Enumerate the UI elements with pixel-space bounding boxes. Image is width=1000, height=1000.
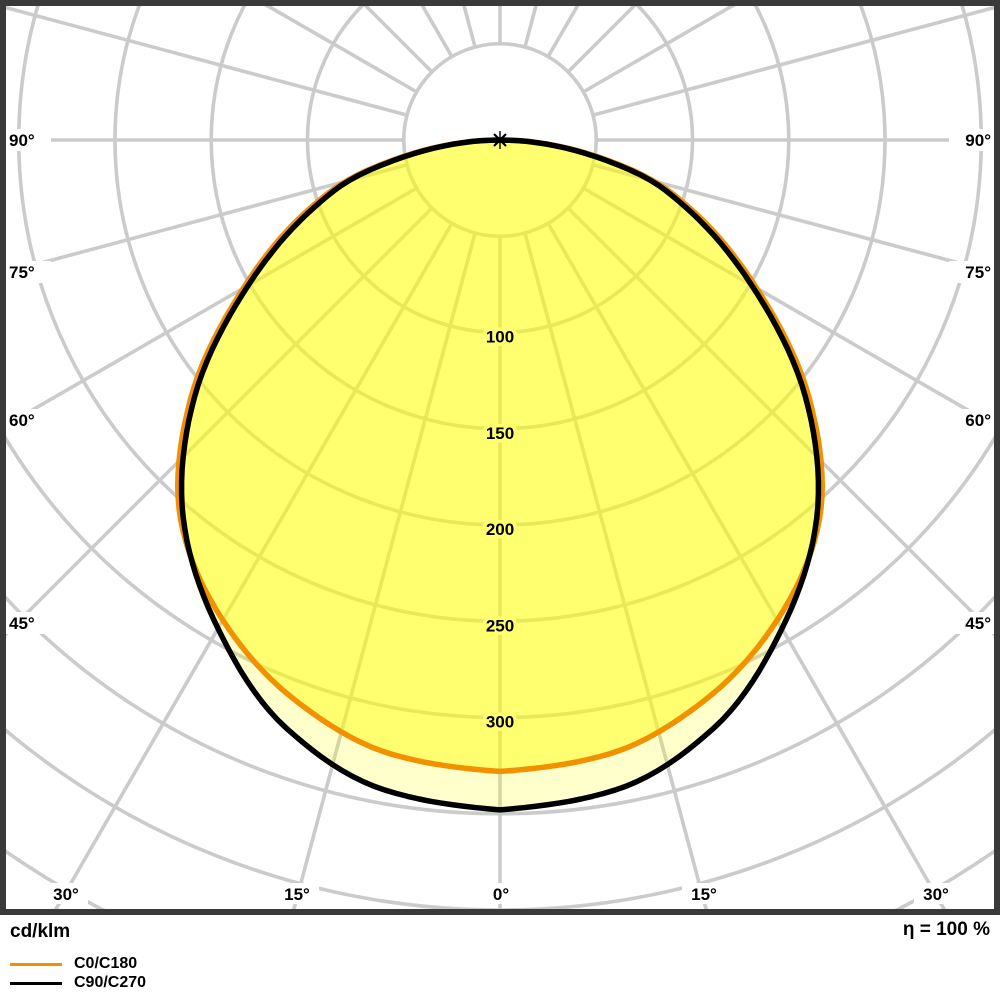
- label-knockout: [6, 261, 51, 283]
- radial-tick-label: 100: [486, 328, 514, 347]
- label-knockout: [275, 883, 319, 904]
- angle-label-right: 45°: [965, 614, 991, 633]
- grid-ray: [53, 222, 454, 909]
- grid-ray: [6, 186, 418, 428]
- center-marker-icon: [493, 131, 507, 149]
- label-knockout: [479, 883, 523, 904]
- grid-ray: [582, 186, 994, 428]
- angle-label-left: 45°: [9, 614, 35, 633]
- label-knockout: [949, 129, 994, 151]
- fill-intersection: [181, 140, 819, 772]
- grid-ray: [6, 163, 408, 275]
- angle-label-left: 60°: [9, 411, 35, 430]
- angle-label-left: 90°: [9, 131, 35, 150]
- grid-ray: [546, 222, 947, 909]
- label-knockout: [949, 261, 994, 283]
- radial-tick-label: 150: [486, 424, 514, 443]
- radial-tick-label: 250: [486, 616, 514, 635]
- label-knockout: [6, 612, 51, 634]
- angle-label-right: 90°: [965, 131, 991, 150]
- angle-label-right: 60°: [965, 411, 991, 430]
- angle-label-bottom: 0°: [493, 885, 509, 904]
- angle-label-right: 75°: [965, 263, 991, 282]
- legend-line-c90-c270: [10, 981, 62, 985]
- grid-ray: [292, 232, 477, 909]
- legend-label-c0-c180: C0/C180: [74, 955, 138, 972]
- fill-union: [177, 140, 823, 810]
- label-knockout: [949, 409, 994, 431]
- legend-line-c0-c180: [10, 962, 62, 966]
- unit-label: cd/klm: [10, 921, 71, 942]
- legend-item-c0-c180: C0/C180: [10, 955, 137, 973]
- angle-label-bottom: 15°: [691, 885, 717, 904]
- label-knockout: [914, 883, 958, 904]
- grid-ray: [6, 206, 434, 637]
- radial-tick-label: 300: [486, 713, 514, 732]
- grid-ray: [523, 232, 708, 909]
- grid-ray: [566, 206, 994, 637]
- curve-c90-c270: [178, 137, 822, 813]
- legend-item-c90-c270: C90/C270: [10, 974, 146, 992]
- grid-ray: [6, 6, 408, 117]
- legend-label-c90-c270: C90/C270: [74, 974, 147, 991]
- angle-label-bottom: 30°: [923, 885, 949, 904]
- grid-ray: [592, 163, 994, 275]
- angle-label-left: 75°: [9, 263, 35, 282]
- label-knockout: [6, 409, 51, 431]
- angle-label-bottom: 30°: [53, 885, 79, 904]
- label-knockout: [682, 883, 726, 904]
- label-knockout: [44, 883, 88, 904]
- radial-tick-label: 200: [486, 520, 514, 539]
- angle-label-bottom: 15°: [284, 885, 310, 904]
- label-knockout: [6, 129, 51, 151]
- efficiency-label: η = 100 %: [902, 919, 990, 940]
- label-knockout: [949, 612, 994, 634]
- grid-ray: [592, 6, 994, 117]
